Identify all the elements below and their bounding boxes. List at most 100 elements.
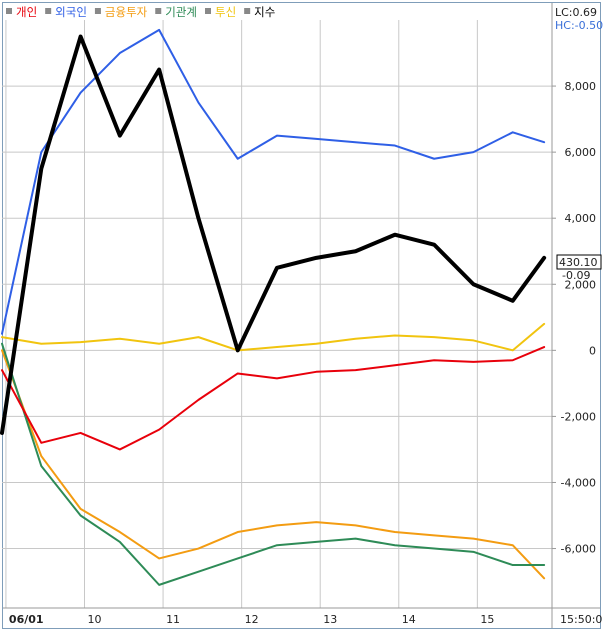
- data-point: [158, 68, 160, 71]
- data-point: [472, 551, 475, 553]
- index-change-label: -0.09: [562, 269, 590, 282]
- x-tick-label: 14: [402, 613, 416, 626]
- legend-label-5[interactable]: 투신: [215, 5, 236, 19]
- data-point: [79, 508, 82, 510]
- data-point: [433, 158, 435, 160]
- data-point: [197, 399, 200, 401]
- data-point: [472, 151, 475, 153]
- data-point: [512, 300, 514, 302]
- data-point: [119, 448, 121, 451]
- data-point: [276, 135, 278, 137]
- data-point: [512, 564, 514, 566]
- x-axis: 06/01 10 11 12 13 14 15: [9, 613, 494, 626]
- data-point: [1, 333, 3, 335]
- legend[interactable]: 개인 외국인 금융투자 기관계 투신 지수: [6, 5, 275, 19]
- y-tick-label: 0: [589, 344, 596, 357]
- data-point: [354, 338, 357, 340]
- data-point: [276, 524, 278, 527]
- data-point: [1, 369, 3, 371]
- y-tick-label: -2,000: [561, 410, 596, 423]
- data-point: [433, 547, 435, 550]
- data-point: [40, 343, 42, 345]
- data-point: [40, 465, 42, 467]
- data-point: [40, 455, 42, 457]
- legend-marker-3[interactable]: [94, 8, 101, 14]
- legend-marker-5[interactable]: [205, 8, 211, 14]
- y-axis: 8,000 6,000 4,000 2,000 0 -2,000 -4,000 -6,000: [552, 80, 596, 556]
- time-label: 15:50:00: [560, 613, 603, 626]
- data-point: [79, 432, 82, 434]
- data-point: [237, 372, 239, 375]
- legend-marker-2[interactable]: [45, 8, 52, 14]
- data-point: [394, 334, 396, 337]
- data-point: [276, 267, 278, 269]
- data-point: [472, 339, 475, 342]
- legend-label-6[interactable]: 지수: [254, 5, 275, 19]
- data-point: [543, 346, 545, 348]
- data-point: [119, 531, 121, 533]
- y-tick-label: -6,000: [561, 543, 596, 556]
- legend-label-4[interactable]: 기관계: [165, 5, 197, 19]
- data-point: [472, 283, 475, 285]
- series-layer: [0, 28, 547, 586]
- lc-readout: LC:0.69: [555, 6, 597, 19]
- data-point: [276, 346, 278, 348]
- data-point: [512, 131, 514, 133]
- x-tick-label: 06/01: [9, 613, 44, 626]
- data-point: [158, 343, 160, 345]
- legend-label-1[interactable]: 개인: [16, 5, 37, 19]
- x-tick-label: 13: [323, 613, 337, 626]
- data-point: [119, 52, 121, 54]
- data-point: [315, 521, 317, 523]
- legend-label-2[interactable]: 외국인: [55, 5, 87, 19]
- data-point: [315, 257, 317, 259]
- data-point: [472, 538, 475, 540]
- x-tick-label: 11: [166, 613, 180, 626]
- index-value-box-bg: [556, 254, 602, 270]
- data-point: [1, 336, 3, 338]
- data-point: [276, 544, 278, 546]
- hc-readout: HC:-0.50: [555, 19, 603, 32]
- data-point: [119, 135, 121, 137]
- data-point: [543, 257, 545, 259]
- data-point: [354, 369, 357, 371]
- plot-border: [3, 3, 600, 628]
- data-point: [394, 531, 396, 533]
- data-point: [354, 250, 357, 252]
- data-point: [394, 144, 396, 147]
- index-value-label: 430.10: [559, 256, 598, 269]
- x-tick-label: 10: [88, 613, 102, 626]
- index-value-box: 430.10: [556, 254, 602, 270]
- data-point: [433, 534, 435, 536]
- data-point: [315, 541, 317, 543]
- data-point: [315, 138, 317, 140]
- data-point: [512, 359, 514, 361]
- data-point: [543, 564, 545, 566]
- data-point: [158, 429, 160, 431]
- data-point: [119, 541, 121, 543]
- data-point: [354, 538, 357, 540]
- data-point: [158, 584, 160, 586]
- data-point: [1, 349, 3, 351]
- legend-marker-6[interactable]: [244, 8, 251, 14]
- legend-marker-1[interactable]: [6, 8, 12, 14]
- data-point: [158, 557, 160, 560]
- data-point: [40, 168, 42, 170]
- legend-marker-4[interactable]: [155, 8, 162, 14]
- data-point: [197, 547, 200, 550]
- legend-label-3[interactable]: 금융투자: [105, 5, 148, 19]
- data-point: [79, 35, 82, 38]
- data-point: [197, 101, 200, 104]
- data-point: [79, 92, 82, 94]
- data-point: [543, 141, 545, 143]
- data-point: [79, 341, 82, 343]
- data-point: [197, 571, 200, 573]
- grid: [2, 20, 552, 608]
- data-point: [237, 158, 239, 160]
- x-tick-label: 12: [245, 613, 259, 626]
- data-point: [433, 244, 435, 246]
- data-point: [354, 141, 357, 143]
